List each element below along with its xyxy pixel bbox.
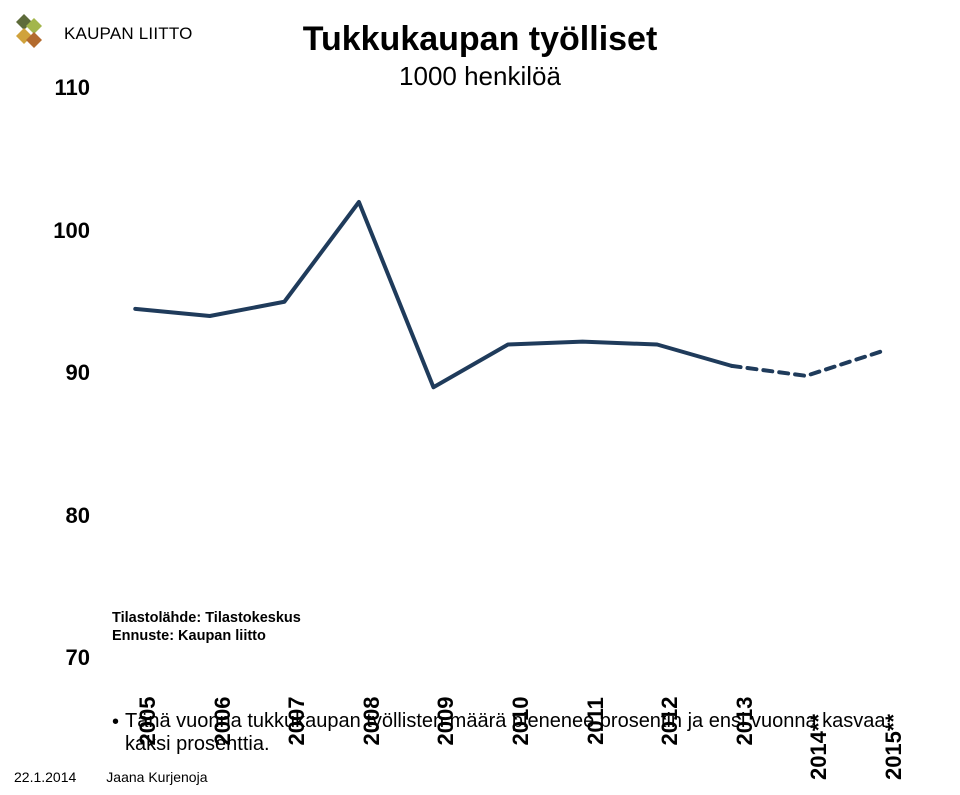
x-axis-tick-label: 2007 (284, 697, 310, 746)
x-axis-tick-label: 2014** (806, 714, 832, 780)
y-axis-tick-label: 100 (53, 218, 90, 244)
x-axis-tick-label: 2013 (732, 697, 758, 746)
bullet-dot-icon: • (112, 712, 119, 732)
x-axis-tick-label: 2008 (359, 697, 385, 746)
svg-text:Tilastolähde: Tilastokeskus: Tilastolähde: Tilastokeskus (112, 610, 301, 626)
svg-text:Ennuste: Kaupan liitto: Ennuste: Kaupan liitto (112, 628, 266, 644)
footer-author: Jaana Kurjenoja (106, 769, 207, 785)
x-axis-tick-label: 2012 (657, 697, 683, 746)
x-axis-tick-label: 2011 (583, 697, 609, 745)
line-chart: Tilastolähde: Tilastokeskus Ennuste: Kaup… (98, 88, 918, 658)
chart-title: Tukkukaupan työlliset (0, 20, 960, 59)
footer-date: 22.1.2014 (14, 769, 76, 785)
x-axis-tick-label: 2009 (433, 697, 459, 746)
y-axis-tick-label: 80 (66, 503, 90, 529)
y-axis-tick-label: 90 (66, 360, 90, 386)
x-axis-tick-label: 2015** (881, 714, 907, 780)
slide-footer: 22.1.2014 Jaana Kurjenoja (14, 769, 207, 785)
x-axis-tick-label: 2006 (210, 697, 236, 746)
title-block: Tukkukaupan työlliset 1000 henkilöä (0, 20, 960, 92)
y-axis-tick-label: 70 (66, 645, 90, 671)
x-axis-tick-label: 2005 (135, 697, 161, 746)
x-axis-tick-label: 2010 (508, 697, 534, 746)
y-axis-tick-label: 110 (55, 75, 91, 101)
